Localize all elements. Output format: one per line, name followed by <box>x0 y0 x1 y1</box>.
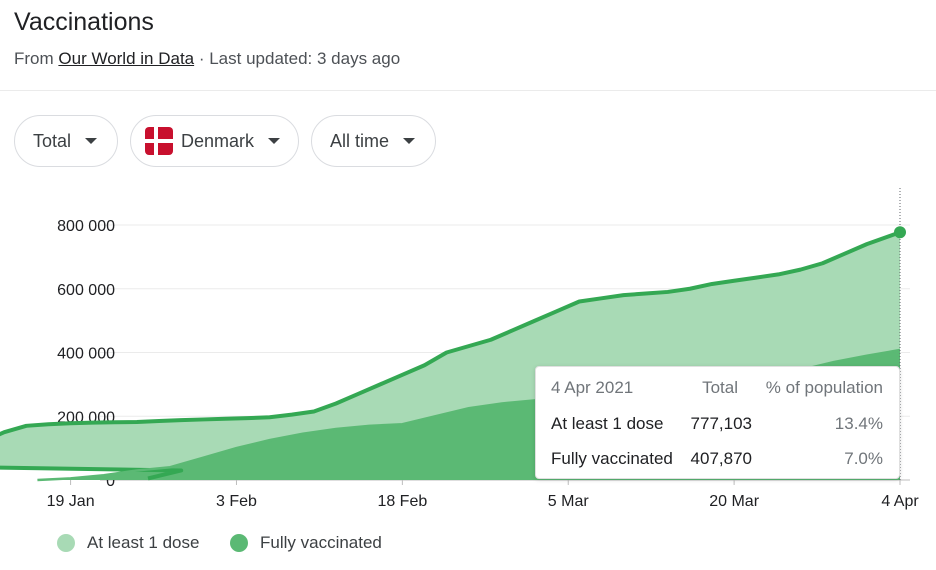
y-tick-label: 800 000 <box>57 218 115 235</box>
range-dropdown[interactable]: All time <box>311 115 436 167</box>
y-tick-label: 600 000 <box>57 282 115 299</box>
country-dropdown[interactable]: Denmark <box>130 115 299 167</box>
metric-dropdown-label: Total <box>33 130 72 151</box>
tooltip-row-total: 407,870 <box>690 449 752 468</box>
tooltip-row-pct: 7.0% <box>844 449 883 468</box>
legend-label: Fully vaccinated <box>260 533 382 552</box>
country-dropdown-label: Denmark <box>181 130 255 151</box>
y-tick-label: 400 000 <box>57 346 115 363</box>
x-tick-label: 19 Jan <box>47 493 95 510</box>
y-tick-label: 0 <box>106 473 115 490</box>
tooltip-row-pct: 13.4% <box>834 414 883 433</box>
x-tick-label: 18 Feb <box>377 493 427 510</box>
tooltip-col-total: Total <box>702 378 738 397</box>
tooltip-date: 4 Apr 2021 <box>551 378 634 397</box>
chevron-down-icon <box>268 138 281 144</box>
x-tick-label: 3 Feb <box>216 493 257 510</box>
chart-tooltip: 4 Apr 2021 Total % of population At leas… <box>535 366 900 479</box>
x-tick-label: 4 Apr <box>881 493 919 510</box>
x-tick-label: 5 Mar <box>548 493 590 510</box>
page-title: Vaccinations <box>14 8 154 36</box>
last-updated: · Last updated: 3 days ago <box>194 49 401 68</box>
range-dropdown-label: All time <box>330 130 390 151</box>
legend-dot <box>57 534 75 552</box>
tooltip-row-total: 777,103 <box>690 414 752 433</box>
metric-dropdown[interactable]: Total <box>14 115 118 167</box>
hover-point <box>894 226 906 239</box>
tooltip-col-pct: % of population <box>765 378 883 397</box>
source-link[interactable]: Our World in Data <box>58 49 195 68</box>
x-tick-label: 20 Mar <box>709 493 759 510</box>
chevron-down-icon <box>403 138 416 144</box>
source-prefix: From <box>14 49 59 68</box>
tooltip-row-label: At least 1 dose <box>551 414 664 433</box>
legend-item-at-least-1-dose[interactable]: At least 1 dose <box>57 533 199 553</box>
denmark-flag-icon <box>145 127 173 155</box>
legend-dot <box>230 534 248 552</box>
tooltip-row-label: Fully vaccinated <box>551 449 673 468</box>
chevron-down-icon <box>85 138 98 144</box>
legend-item-fully-vaccinated[interactable]: Fully vaccinated <box>230 533 382 553</box>
legend-label: At least 1 dose <box>87 533 200 552</box>
source-line: From Our World in Data · Last updated: 3… <box>14 49 400 69</box>
line-at-least-1-dose <box>0 230 901 481</box>
header-divider <box>0 90 936 91</box>
